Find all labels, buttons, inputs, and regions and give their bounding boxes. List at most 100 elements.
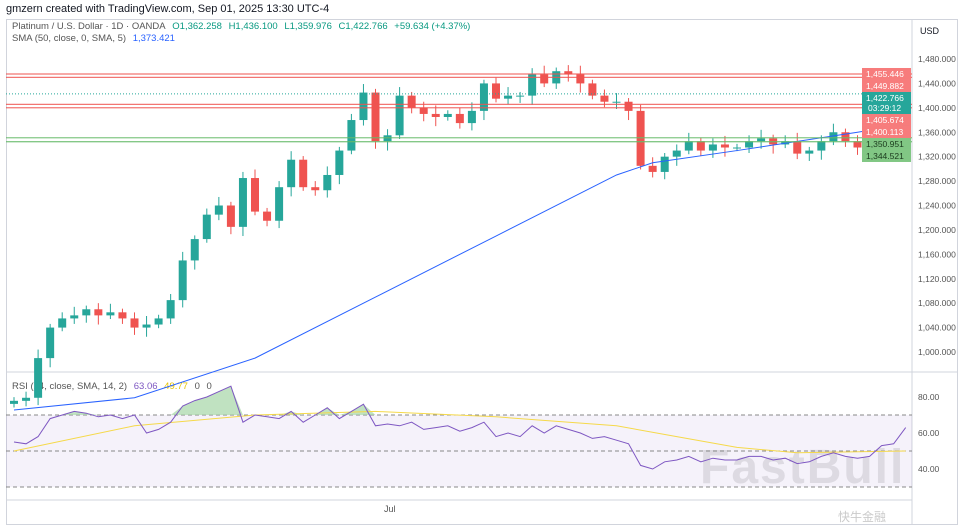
candle-body [540, 74, 549, 84]
candle-body [130, 318, 139, 328]
candle-body [347, 120, 356, 151]
candle-body [226, 205, 235, 227]
price-tick: 1,440.000 [918, 78, 956, 88]
candle-body [251, 178, 259, 212]
price-tick: 1,280.000 [918, 176, 956, 186]
candle-body [467, 110, 476, 124]
candle-body [407, 95, 416, 108]
candle-body [70, 315, 79, 319]
level-label: 1,449.882 [866, 81, 904, 91]
level-label: 1,455.446 [866, 69, 904, 79]
price-legend: Platinum / U.S. Dollar · 1D · OANDA O1,3… [12, 21, 474, 32]
price-tick: 1,080.000 [918, 298, 956, 308]
candle-body [660, 156, 669, 172]
rsi-overbought-fill [62, 386, 376, 415]
candle-body [22, 397, 31, 401]
candle-body [82, 309, 91, 316]
candle-body [672, 150, 681, 157]
open-value: O1,362.258 [172, 21, 222, 32]
candle-body [190, 239, 199, 261]
rsi-sma-value: 49.77 [164, 381, 188, 392]
rsi-tick: 60.00 [918, 428, 940, 438]
symbol-label[interactable]: Platinum / U.S. Dollar · 1D · OANDA [12, 21, 166, 32]
candle-body [793, 141, 802, 154]
sma-label[interactable]: SMA (50, close, 0, SMA, 5) [12, 33, 127, 44]
last-price-label: 1,422.766 [866, 93, 904, 103]
candle-body [479, 83, 488, 111]
candle-body [733, 147, 741, 149]
candle-body [600, 95, 609, 102]
sma-line [13, 123, 906, 411]
price-tick: 1,200.000 [918, 225, 956, 235]
candle-body [455, 113, 464, 124]
level-label-bg [862, 149, 911, 162]
countdown-label: 03:29:12 [868, 103, 901, 113]
close-value: C1,422.766 [338, 21, 388, 32]
watermark-sub: 快牛金融 [838, 510, 887, 524]
candle-body [94, 309, 103, 316]
level-label: 1,405.674 [866, 115, 904, 125]
level-label-bg [862, 137, 911, 150]
level-label-bg [862, 67, 911, 80]
chart-frame[interactable] [6, 19, 958, 525]
level-label-bg [862, 79, 911, 92]
candle-body [214, 205, 223, 215]
rsi-line [13, 385, 907, 470]
watermark: FastBull [700, 441, 906, 494]
candle-body [299, 159, 308, 188]
sma-legend: SMA (50, close, 0, SMA, 5) 1,373.421 [12, 33, 179, 44]
candle-body [166, 300, 175, 319]
candle-body [443, 113, 452, 117]
price-tick: 1,040.000 [918, 323, 956, 333]
level-label: 1,400.113 [866, 127, 903, 137]
candle-body [395, 95, 404, 136]
price-tick: 1,240.000 [918, 201, 956, 211]
candle-body [829, 132, 838, 142]
candle-body [431, 113, 440, 117]
rsi-sma-line [13, 410, 906, 454]
price-tick: 1,320.000 [918, 152, 956, 162]
time-tick-jul: Jul [384, 504, 396, 514]
candle-body [648, 165, 657, 172]
candle-body [335, 150, 344, 175]
high-value: H1,436.100 [228, 21, 278, 32]
candle-body [34, 358, 43, 398]
candle-body [287, 159, 296, 188]
rsi-label[interactable]: RSI (14, close, SMA, 14, 2) [12, 381, 128, 392]
candle-body [118, 312, 127, 319]
candle-body [757, 138, 766, 142]
level-label-bg [862, 113, 911, 126]
candle-body [311, 187, 320, 191]
candle-body [708, 144, 717, 151]
candle-body [564, 71, 573, 75]
rsi-value: 63.06 [133, 381, 158, 392]
currency-label[interactable]: USD [920, 26, 940, 36]
candle-body [275, 187, 284, 221]
candle-body [853, 141, 862, 148]
price-tick: 1,120.000 [918, 274, 956, 284]
level-label-bg [862, 125, 911, 138]
candle-body [745, 141, 754, 148]
price-tick: 1,480.000 [918, 54, 956, 64]
sma-value: 1,373.421 [132, 33, 175, 44]
level-label: 1,350.951 [866, 139, 904, 149]
rsi-tick: 40.00 [918, 464, 940, 474]
candle-body [323, 174, 332, 191]
candle-body [805, 150, 814, 154]
candle-body [516, 95, 525, 97]
low-value: L1,359.976 [284, 21, 332, 32]
rsi-zero-2: 0 [206, 381, 212, 392]
candle-body [504, 95, 513, 99]
candle-body [263, 211, 272, 221]
candle-body [576, 74, 585, 84]
candle-body [817, 141, 826, 151]
candle-body [841, 132, 850, 142]
candle-body [612, 101, 621, 103]
candle-body [684, 141, 693, 151]
last-price-bg [862, 91, 911, 114]
candle-body [696, 141, 705, 151]
candle-body [588, 83, 597, 96]
credit-line: gmzern created with TradingView.com, Sep… [6, 3, 330, 15]
candle-body [154, 318, 163, 325]
